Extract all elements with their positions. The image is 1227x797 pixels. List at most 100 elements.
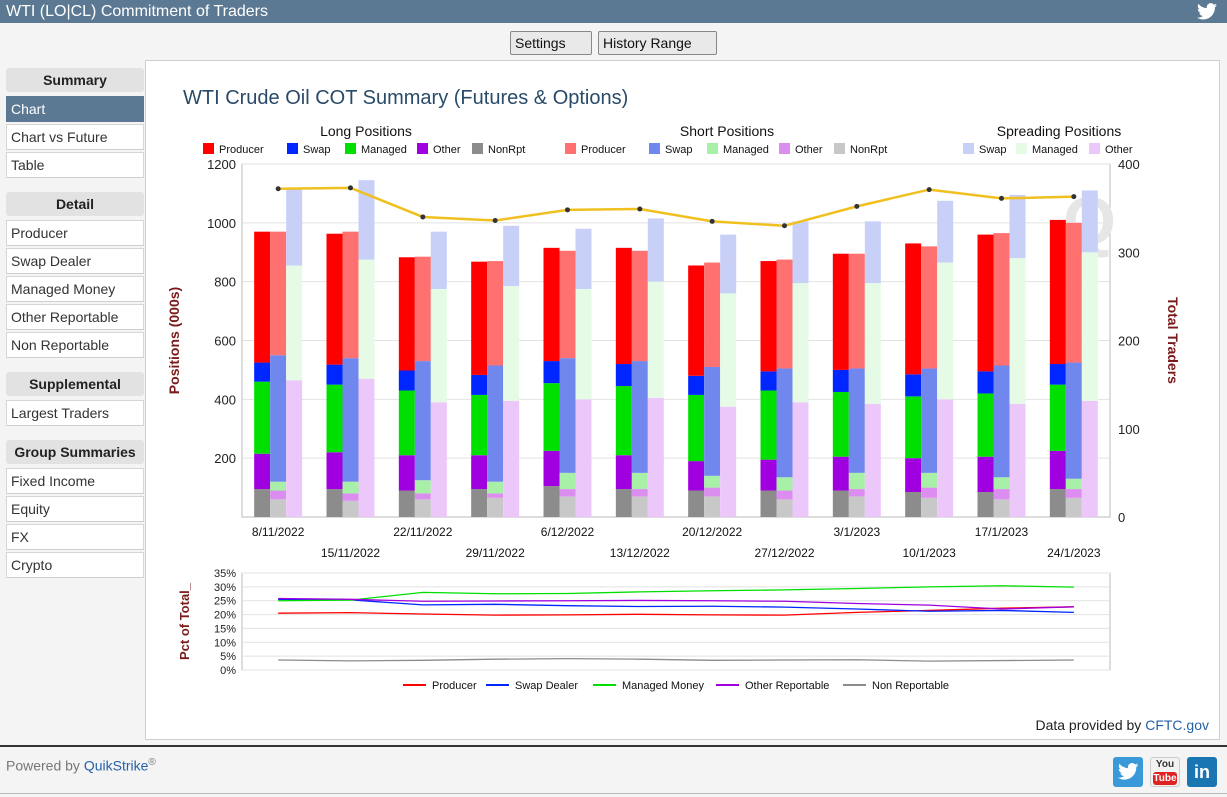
bar-long-producer — [543, 247, 560, 362]
bar-spreading-swap — [575, 228, 592, 290]
bar-long-nonrpt — [615, 489, 632, 517]
bar-spreading-swap — [430, 231, 447, 290]
bar-long-producer — [832, 253, 849, 370]
pct-legend-label: Swap Dealer — [515, 680, 578, 692]
bar-short-managed — [342, 481, 359, 494]
bar-spreading-managed — [1081, 252, 1098, 401]
sidebar-item-fx[interactable]: FX — [6, 524, 144, 550]
pct-legend-label: Producer — [432, 680, 477, 692]
bar-long-managed — [905, 396, 922, 459]
sidebar-item-fixed-income[interactable]: Fixed Income — [6, 468, 144, 494]
pct-y-tick-label: 20% — [214, 610, 236, 622]
pct-y-tick-label: 25% — [214, 596, 236, 608]
bar-spreading-managed — [430, 289, 447, 403]
pct-series-line — [278, 606, 1074, 616]
youtube-icon[interactable]: You Tube — [1150, 757, 1180, 787]
twitter-icon[interactable] — [1113, 757, 1143, 787]
sidebar-item-crypto[interactable]: Crypto — [6, 552, 144, 578]
bar-short-producer — [270, 231, 287, 356]
x-tick-label: 24/1/2023 — [1047, 546, 1101, 560]
sidebar-item-managed-money[interactable]: Managed Money — [6, 276, 144, 302]
bar-long-nonrpt — [471, 489, 488, 517]
bar-spreading-swap — [937, 200, 954, 263]
youtube-text-bottom: Tube — [1153, 772, 1177, 785]
bar-spreading-managed — [503, 286, 520, 401]
bar-long-swap — [688, 375, 705, 395]
history-range-dropdown[interactable]: History Range — [598, 31, 717, 71]
bar-long-nonrpt — [543, 486, 560, 517]
bar-long-managed — [615, 386, 632, 456]
legend-label: Other — [795, 144, 823, 156]
sidebar-item-table[interactable]: Table — [6, 152, 144, 178]
bar-long-other — [326, 452, 343, 490]
footer: Powered by QuikStrike® You Tube in — [0, 745, 1227, 797]
bar-spreading-other — [937, 399, 954, 517]
bar-short-other — [631, 489, 648, 497]
twitter-icon[interactable] — [1197, 3, 1217, 20]
sidebar-item-other-reportable[interactable]: Other Reportable — [6, 304, 144, 330]
bar-long-nonrpt — [832, 490, 849, 517]
legend-label: NonRpt — [488, 144, 525, 156]
bar-short-producer — [776, 259, 793, 369]
bar-long-swap — [398, 370, 415, 391]
legend-label: Swap — [665, 144, 693, 156]
registered-mark: ® — [148, 757, 156, 768]
bar-long-managed — [1049, 384, 1066, 451]
bar-short-producer — [993, 233, 1010, 366]
bar-long-swap — [832, 369, 849, 392]
bar-long-other — [977, 456, 994, 492]
bar-long-swap — [471, 374, 488, 395]
bar-spreading-other — [358, 378, 375, 517]
bar-short-producer — [1065, 222, 1082, 363]
legend-label: Other — [1105, 144, 1133, 156]
bar-long-other — [615, 455, 632, 490]
sidebar-item-non-reportable[interactable]: Non Reportable — [6, 332, 144, 358]
bar-long-managed — [326, 384, 343, 453]
bar-short-managed — [270, 481, 287, 491]
bar-short-swap — [1065, 362, 1082, 479]
bar-long-managed — [832, 391, 849, 457]
legend-label: Swap — [303, 144, 331, 156]
bar-long-other — [254, 453, 271, 490]
bar-spreading-swap — [1009, 194, 1026, 259]
bar-short-other — [559, 489, 576, 497]
x-tick-label: 27/12/2022 — [754, 546, 814, 560]
total-traders-point — [275, 186, 281, 192]
legend-swatch — [963, 143, 974, 154]
bar-spreading-managed — [1009, 258, 1026, 404]
cftc-link[interactable]: CFTC.gov — [1145, 717, 1209, 733]
sidebar-item-producer[interactable]: Producer — [6, 220, 144, 246]
sidebar-item-largest-traders[interactable]: Largest Traders — [6, 400, 144, 426]
total-traders-point — [492, 217, 498, 223]
chart-panel: WTI Crude Oil COT Summary (Futures & Opt… — [145, 60, 1220, 740]
sidebar-item-equity[interactable]: Equity — [6, 496, 144, 522]
bar-spreading-swap — [792, 221, 809, 284]
bar-spreading-swap — [647, 218, 664, 282]
sidebar-item-chart[interactable]: Chart — [6, 96, 144, 122]
bar-short-other — [487, 493, 504, 498]
linkedin-icon[interactable]: in — [1187, 757, 1217, 787]
quikstrike-link[interactable]: QuikStrike — [83, 757, 149, 774]
pct-y-tick-label: 10% — [214, 637, 236, 649]
bar-short-swap — [414, 361, 431, 481]
bar-short-producer — [921, 246, 938, 369]
legend-label: Managed — [361, 144, 407, 156]
bar-short-other — [776, 490, 793, 500]
pct-y-tick-label: 15% — [214, 623, 236, 635]
legend-swatch — [472, 143, 483, 154]
bar-short-swap — [559, 358, 576, 473]
pct-legend-label: Other Reportable — [745, 680, 829, 692]
bar-short-nonrpt — [776, 499, 793, 517]
sidebar-item-chart-vs-future[interactable]: Chart vs Future — [6, 124, 144, 150]
bar-short-managed — [487, 481, 504, 494]
bar-spreading-other — [1081, 400, 1098, 517]
settings-dropdown[interactable]: Settings — [510, 31, 592, 71]
bar-long-swap — [254, 362, 271, 382]
sidebar-item-swap-dealer[interactable]: Swap Dealer — [6, 248, 144, 274]
bar-short-producer — [414, 256, 431, 362]
pct-series-line — [278, 597, 1074, 610]
bar-short-other — [270, 490, 287, 500]
bar-spreading-other — [575, 399, 592, 517]
bar-short-managed — [414, 480, 431, 494]
bar-short-producer — [704, 262, 721, 367]
